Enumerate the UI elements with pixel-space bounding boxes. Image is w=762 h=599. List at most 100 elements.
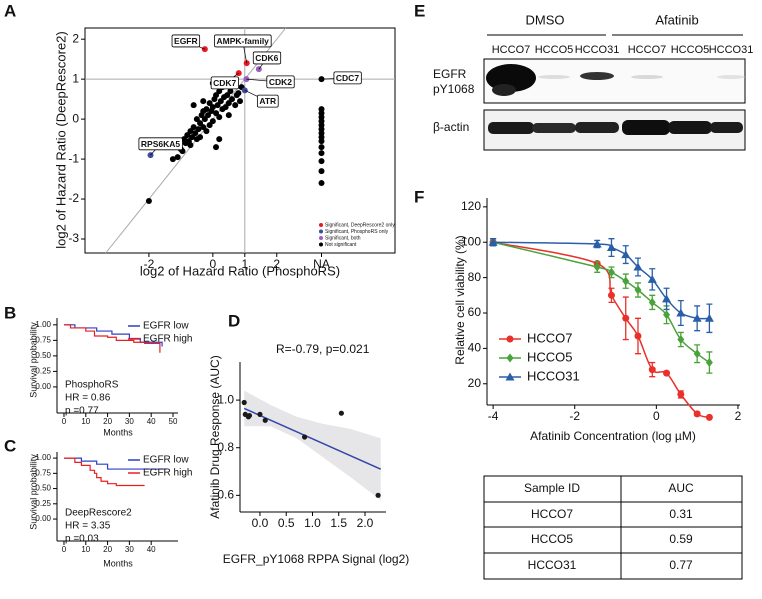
point [318,144,325,151]
x-tick-label: -2 [144,257,155,271]
x-axis-label: Afatinib Concentration (log µM) [530,429,696,443]
point [222,104,229,111]
plot-frame [84,27,396,254]
point-label: CDK2 [269,77,292,87]
point [189,134,196,141]
point [621,250,631,259]
panel-label: B [4,303,16,322]
x-tick-label: 20 [103,545,112,554]
y-tick-label: 100 [461,234,481,248]
point [647,274,657,283]
x-tick-label: 10 [81,545,90,554]
legend-label: HCCO7 [527,330,573,345]
band [580,72,614,80]
point [592,239,602,248]
x-tick-label: 40 [147,545,156,554]
point [693,410,701,418]
y-tick-label: 120 [461,199,481,213]
y-tick-label: -1 [68,151,79,165]
point [677,390,685,398]
group-label: Afatinib [655,12,698,27]
point [197,134,204,141]
table-cell: 0.59 [669,532,693,546]
point [634,332,642,340]
label-box [210,76,239,90]
legend-marker [505,372,515,381]
point [318,168,325,175]
legend-marker [506,353,514,363]
band [492,84,516,96]
point [209,104,216,111]
point [375,492,381,498]
y-tick-label: -2 [68,191,79,205]
legend-label: Not significant [325,242,357,248]
annotation: p =0.03 [65,534,99,545]
lane-label: HCCO7 [492,44,531,56]
point [225,100,232,107]
point [206,100,213,107]
y-tick-label: 0.75 [35,468,51,477]
point-label: CDK7 [213,78,236,88]
point [197,120,204,127]
y-tick-label: 0.50 [35,484,51,493]
point [676,308,686,317]
point [693,349,701,359]
point [692,313,702,322]
x-tick-label: -2 [569,409,580,423]
y-tick-label: 1.00 [35,320,51,329]
point [338,410,344,416]
band [668,121,712,134]
table-cell: HCCO31 [528,558,577,572]
legend-label: Significant, PhosphoRS only [325,229,389,235]
row-label: pY1068 [433,82,475,96]
point [145,198,152,205]
panel-label: C [4,436,16,455]
x-tick-label: 2 [735,409,742,423]
y-axis-label: Survival probability [28,454,38,530]
band [575,122,619,133]
y-tick-label: 0.25 [35,367,51,376]
point [213,144,220,151]
band [717,75,745,79]
y-tick-label: 20 [468,376,482,390]
x-tick-label: 30 [125,417,134,426]
table-cell: 0.77 [669,558,693,572]
group-label: DMSO [526,12,565,27]
band [710,122,743,133]
y-tick-label: 2 [72,31,79,45]
y-tick-label: 0.8 [217,440,234,454]
confidence-band [244,390,381,501]
band [538,75,570,79]
point [217,98,224,105]
label-box [256,94,279,108]
point [216,88,223,95]
point [663,369,671,377]
legend-label: EGFR high [143,334,192,345]
table-cell: 0.31 [669,507,693,521]
point [216,136,223,143]
point [193,116,200,123]
annotation: HR = 0.86 [65,393,111,404]
y-tick-label: 0.00 [35,514,51,523]
fit-curve [492,241,710,364]
point [209,118,216,125]
point [663,310,671,320]
survival-curve [63,324,161,353]
y-tick-label: 40 [468,341,482,355]
point [593,262,601,272]
point [187,128,194,135]
point [246,412,253,419]
point [200,124,207,131]
point [190,124,197,131]
point [662,294,672,303]
fit-curve [493,241,710,320]
legend-marker [319,242,323,247]
x-tick-label: 10 [81,417,90,426]
point [235,90,242,97]
table-cell: HCCO7 [531,507,573,521]
point [187,142,194,149]
y-tick-label: 60 [468,305,482,319]
y-tick-label: 0.6 [217,488,234,502]
x-tick-label: 1.5 [330,516,347,530]
